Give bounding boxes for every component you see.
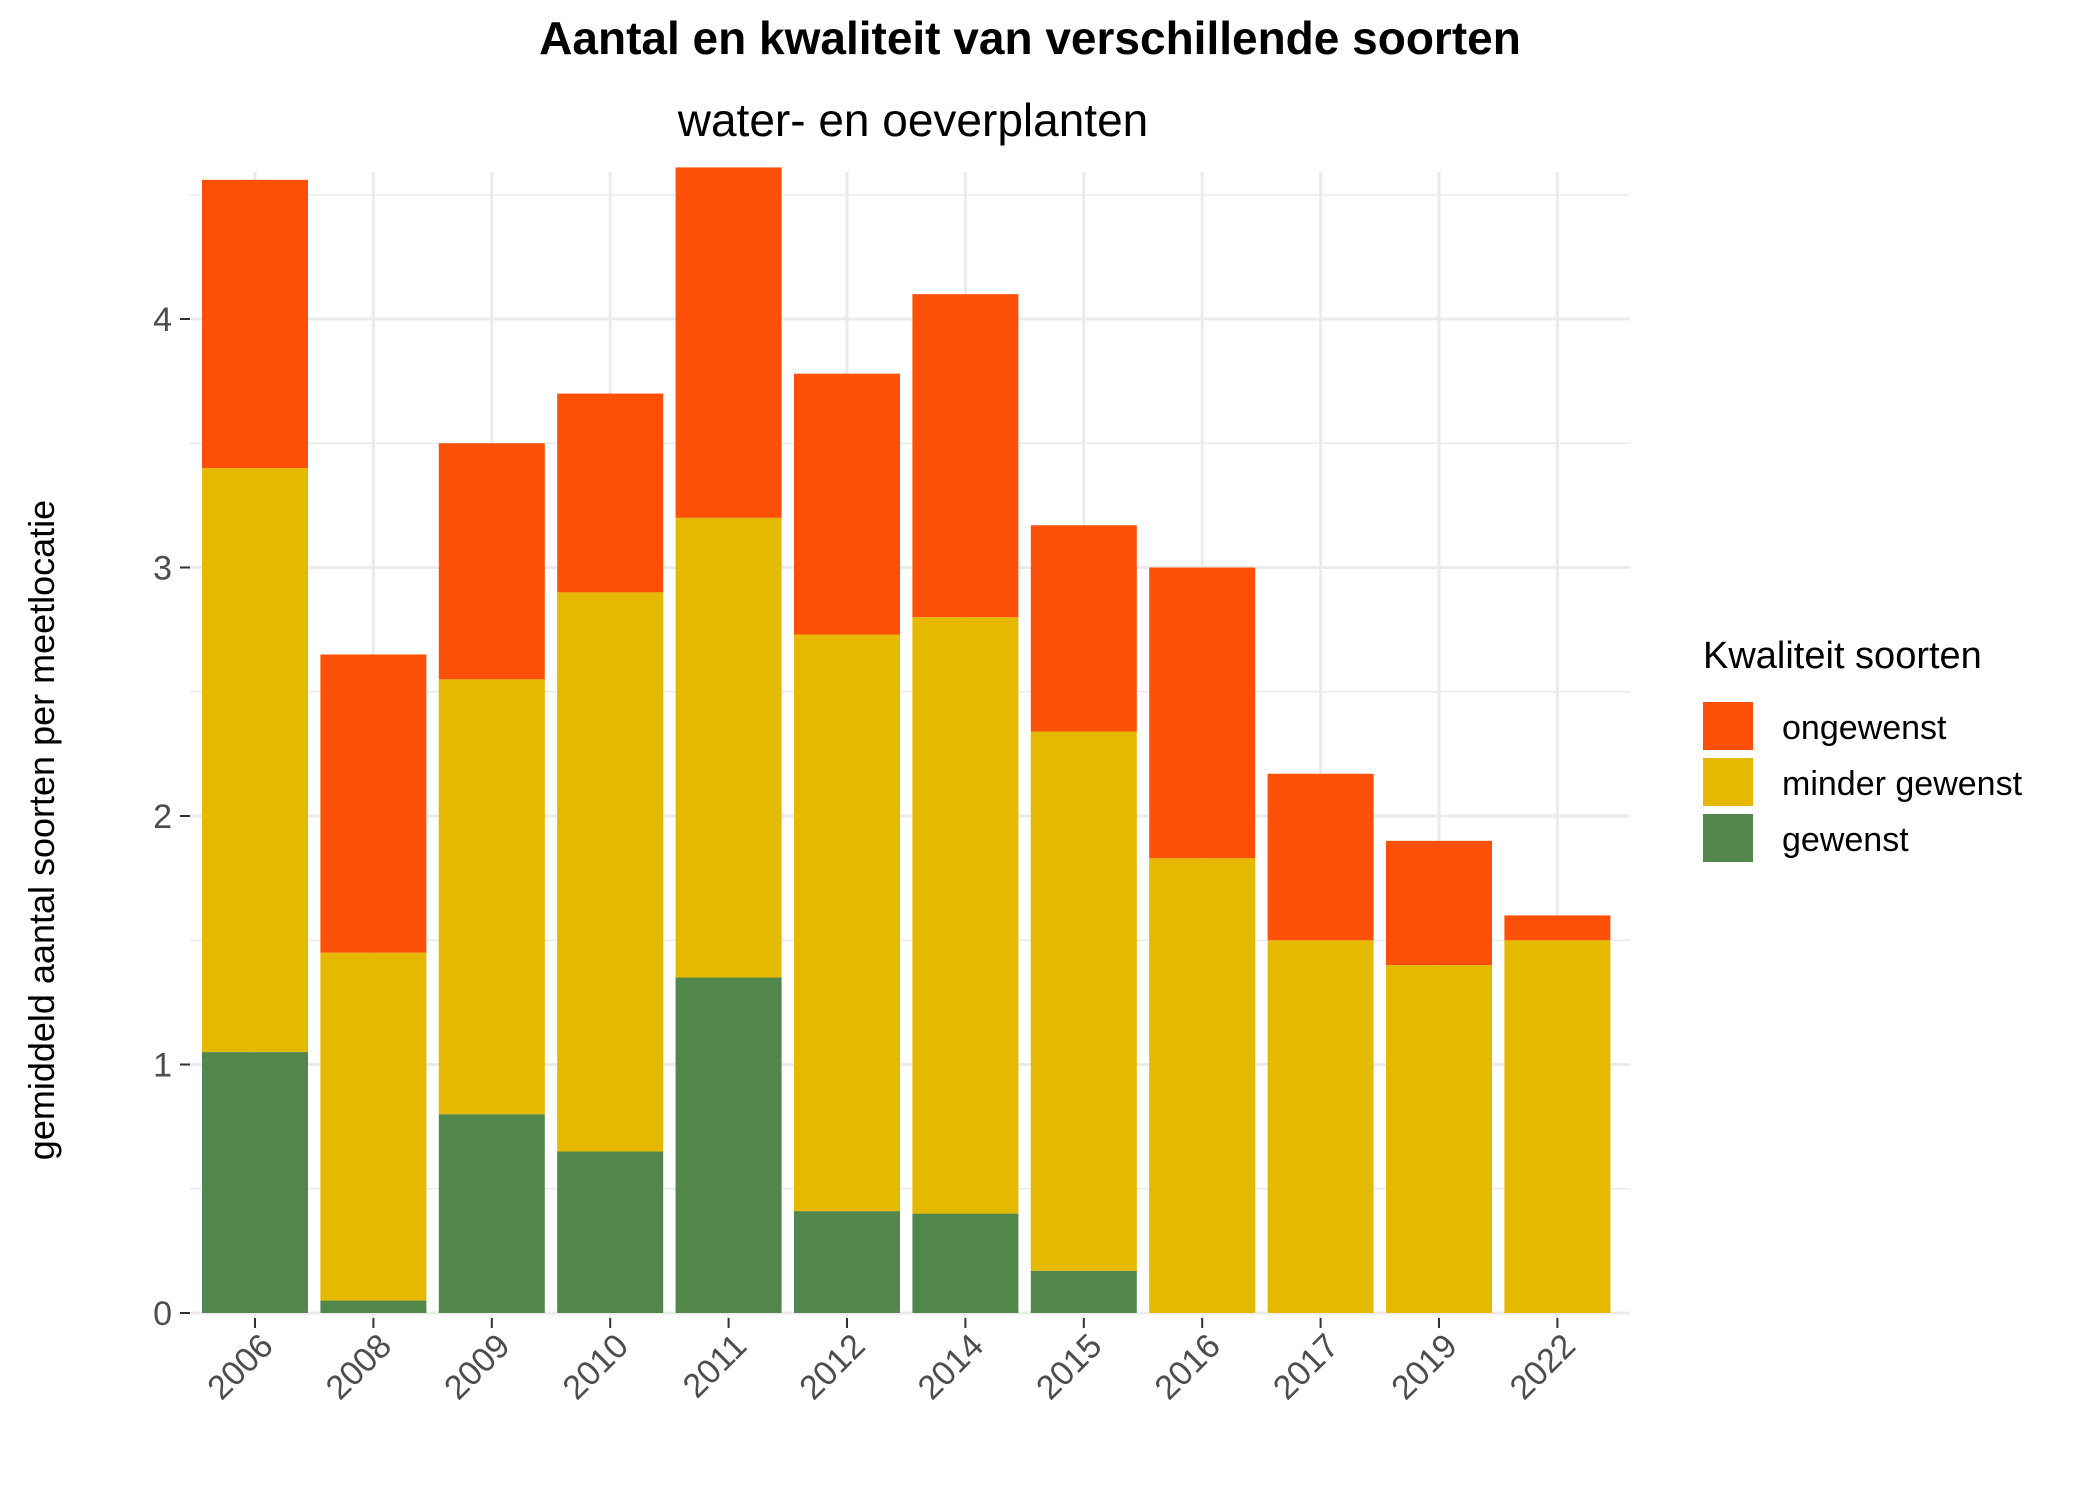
bar-minder-gewenst-2011 (675, 517, 782, 978)
bar-gewenst-2011 (675, 977, 782, 1313)
bar-minder-gewenst-2006 (202, 468, 308, 1053)
x-tick-label: 2010 (556, 1327, 636, 1407)
bar-ongewenst-2008 (320, 654, 427, 953)
bar-ongewenst-2006 (202, 179, 308, 469)
x-axis: 2006 2008 2009 2010 2011 2012 2014 2015 2016 2017… (200, 1318, 1583, 1407)
x-tick-label: 2022 (1503, 1327, 1583, 1407)
y-axis: 0 1 2 3 4 (153, 301, 190, 1333)
legend-key-minder-gewenst (1703, 758, 1753, 806)
y-tick-label: 0 (153, 1295, 172, 1333)
x-tick-label: 2008 (319, 1327, 399, 1407)
bar-gewenst-2008 (320, 1300, 427, 1313)
x-tick-label: 2019 (1384, 1327, 1464, 1407)
chart-title: Aantal en kwaliteit van verschillende so… (539, 12, 1521, 64)
bar-ongewenst-2022 (1504, 915, 1611, 941)
y-tick-label: 1 (153, 1047, 172, 1085)
y-axis-title: gemiddeld aantal soorten per meetlocatie (21, 500, 62, 1160)
bar-gewenst-2012 (794, 1211, 900, 1313)
bars (202, 167, 1611, 1313)
bar-ongewenst-2011 (675, 167, 782, 518)
bar-minder-gewenst-2015 (1030, 731, 1137, 1271)
bar-ongewenst-2015 (1030, 525, 1137, 732)
bar-gewenst-2015 (1030, 1270, 1137, 1313)
x-tick-label: 2016 (1148, 1327, 1228, 1407)
bar-ongewenst-2012 (794, 373, 900, 635)
bar-minder-gewenst-2016 (1149, 858, 1256, 1313)
bar-ongewenst-2017 (1267, 773, 1374, 941)
legend-key-ongewenst (1703, 702, 1753, 750)
bar-minder-gewenst-2010 (557, 592, 664, 1152)
bar-minder-gewenst-2019 (1386, 965, 1492, 1313)
y-tick-label: 3 (153, 550, 172, 588)
x-tick-label: 2006 (200, 1327, 280, 1407)
bar-ongewenst-2016 (1149, 567, 1256, 859)
bar-minder-gewenst-2014 (912, 617, 1019, 1214)
legend-title: Kwaliteit soorten (1703, 635, 1982, 677)
legend-label-gewenst: gewenst (1782, 821, 1909, 859)
y-tick-label: 2 (153, 798, 172, 836)
legend-label-ongewenst: ongewenst (1782, 709, 1947, 747)
x-tick-label: 2012 (792, 1327, 872, 1407)
bar-gewenst-2010 (557, 1151, 664, 1313)
bar-minder-gewenst-2008 (320, 952, 427, 1301)
bar-ongewenst-2014 (912, 294, 1019, 618)
legend-key-gewenst (1703, 814, 1753, 862)
bar-gewenst-2014 (912, 1213, 1019, 1313)
bar-ongewenst-2010 (557, 393, 664, 593)
x-tick-label: 2015 (1029, 1327, 1109, 1407)
bar-gewenst-2009 (438, 1114, 545, 1313)
bar-ongewenst-2009 (438, 443, 545, 680)
bar-minder-gewenst-2022 (1504, 940, 1611, 1313)
legend: Kwaliteit soorten ongewenst minder gewens… (1703, 635, 2023, 862)
bar-minder-gewenst-2012 (794, 634, 900, 1212)
x-tick-label: 2017 (1266, 1327, 1346, 1407)
chart-subtitle: water- en oeverplanten (677, 94, 1149, 146)
x-tick-label: 2011 (676, 1327, 755, 1406)
legend-label-minder-gewenst: minder gewenst (1782, 765, 2023, 803)
y-tick-label: 4 (153, 301, 172, 339)
x-tick-label: 2014 (911, 1327, 991, 1407)
bar-gewenst-2006 (202, 1052, 308, 1313)
bar-ongewenst-2019 (1386, 840, 1492, 966)
x-tick-label: 2009 (437, 1327, 517, 1407)
bar-minder-gewenst-2009 (438, 679, 545, 1115)
bar-minder-gewenst-2017 (1267, 940, 1374, 1313)
